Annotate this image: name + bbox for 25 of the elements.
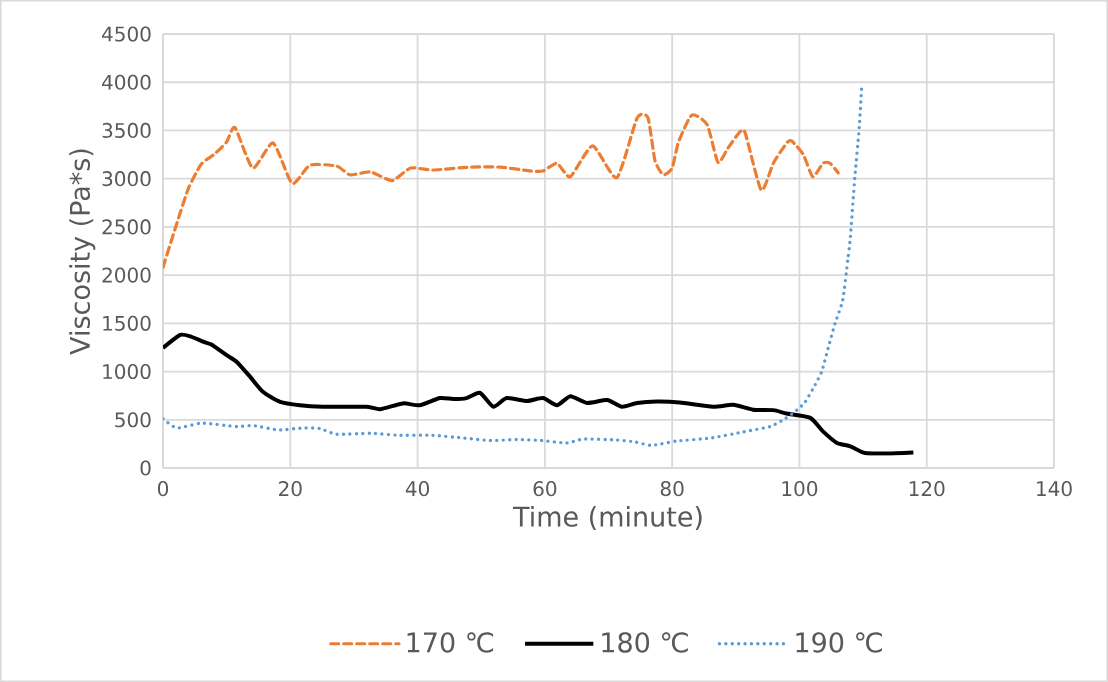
x-tick-label: 100 <box>782 481 818 497</box>
y-tick-label: 3000 <box>102 171 151 187</box>
x-tick-label: 140 <box>1037 481 1072 497</box>
x-tick-label: 60 <box>533 481 557 497</box>
y-tick-label: 0 <box>140 460 151 476</box>
y-tick-label: 1000 <box>103 363 151 380</box>
y-axis-title: Viscosity (Pa*s) <box>69 149 96 355</box>
line-series <box>163 332 916 456</box>
y-tick-label: 4500 <box>102 26 151 42</box>
y-tick-label: 2500 <box>102 219 151 235</box>
x-tick-label: 0 <box>157 481 169 497</box>
legend-label: 170 ℃ <box>407 632 494 653</box>
y-tick-label: 500 <box>115 412 151 428</box>
x-tick-label: 80 <box>660 481 684 497</box>
y-tick-label: 4000 <box>102 74 151 90</box>
x-tick-label: 40 <box>405 481 429 497</box>
line-series <box>163 113 840 269</box>
x-tick-label: 20 <box>279 481 302 497</box>
legend-label: 190 ℃ <box>796 632 882 653</box>
y-tick-label: 2000 <box>102 267 151 283</box>
x-tick-label: 120 <box>909 481 945 497</box>
x-axis-title: Time (minute) <box>512 505 702 531</box>
legend-label: 180 ℃ <box>602 632 688 653</box>
y-tick-label: 3500 <box>102 122 151 139</box>
y-tick-label: 1500 <box>103 315 151 331</box>
